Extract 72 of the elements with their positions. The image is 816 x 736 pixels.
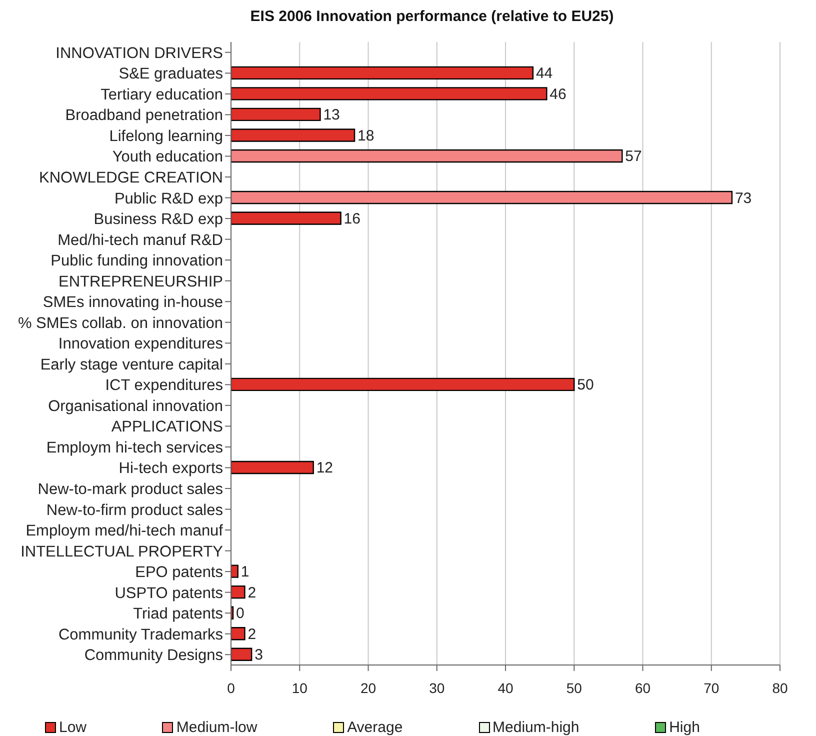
y-tick-label: Employm med/hi-tech manuf <box>26 522 224 540</box>
y-tick-label: Youth education <box>112 148 223 166</box>
x-tick-label: 50 <box>566 680 582 696</box>
y-tick-label: Employm hi-tech services <box>46 439 224 456</box>
bar <box>231 66 534 80</box>
y-tick-label: Community Trademarks <box>58 626 224 644</box>
y-tick-label: Hi-tech exports <box>118 460 224 478</box>
legend-label: Average <box>346 719 403 736</box>
data-label: 12 <box>316 460 334 477</box>
y-tick-label: APPLICATIONS <box>111 418 223 436</box>
y-tick-label: USPTO patents <box>114 584 224 602</box>
bar <box>231 585 246 599</box>
y-tick-label: Organisational innovation <box>48 398 223 415</box>
x-tick-label: 0 <box>227 680 236 696</box>
bar <box>231 108 321 122</box>
x-tick-label: 40 <box>498 680 514 696</box>
x-tick-label: 20 <box>360 680 376 696</box>
data-label: 44 <box>536 65 553 82</box>
legend-label: Medium-high <box>492 719 580 736</box>
bar <box>231 460 314 474</box>
bar <box>231 149 623 163</box>
data-label: 16 <box>344 210 360 228</box>
y-tick-label: INNOVATION DRIVERS <box>56 44 223 62</box>
data-label: 3 <box>254 646 263 664</box>
bar <box>231 190 733 204</box>
bar <box>231 212 342 225</box>
x-tick-label: 70 <box>704 680 720 696</box>
y-tick-label: ENTREPRENEURSHIP <box>58 273 223 290</box>
data-label: 73 <box>734 190 752 207</box>
y-tick-label: New-to-firm product sales <box>46 502 224 519</box>
y-tick-label: KNOWLEDGE CREATION <box>38 169 223 186</box>
x-tick-label: 30 <box>429 680 445 696</box>
y-tick-label: SMEs innovating in-house <box>42 294 223 312</box>
data-label: 2 <box>248 584 256 602</box>
y-tick-label: Community Designs <box>84 647 224 664</box>
data-label: 46 <box>550 86 566 103</box>
y-tick-label: Public funding innovation <box>50 252 223 270</box>
y-tick-label: Early stage venture capital <box>40 356 223 374</box>
x-tick-label: 60 <box>634 680 651 696</box>
y-tick-label: ICT expenditures <box>105 377 224 394</box>
y-tick-label: Innovation expenditures <box>58 336 224 353</box>
x-tick-label: 10 <box>292 680 308 696</box>
data-label: 13 <box>323 106 340 124</box>
bar <box>231 648 252 661</box>
legend-label: Low <box>58 719 87 736</box>
y-tick-label: EPO patents <box>135 564 224 582</box>
y-tick-label: S&E graduates <box>118 66 224 83</box>
x-tick-label: 80 <box>772 680 788 696</box>
bar <box>231 627 246 640</box>
y-tick-label: INTELLECTUAL PROPERTY <box>20 543 223 560</box>
bar <box>231 128 356 142</box>
y-tick-label: New-to-mark product sales <box>38 480 224 498</box>
bar <box>231 87 548 100</box>
bar <box>231 564 238 578</box>
legend-label: High <box>668 719 700 736</box>
y-tick-label: % SMEs collab. on innovation <box>18 314 223 332</box>
data-label: 0 <box>236 605 244 622</box>
data-label: 1 <box>240 564 250 581</box>
data-label: 2 <box>248 626 256 643</box>
y-tick-label: Lifelong learning <box>109 128 223 145</box>
y-tick-label: Triad patents <box>133 606 224 623</box>
legend-label: Medium-low <box>175 719 258 736</box>
data-label: 57 <box>625 148 642 166</box>
y-tick-label: Business R&D exp <box>94 211 223 228</box>
data-label: 18 <box>358 127 374 144</box>
y-tick-label: Public R&D exp <box>114 190 223 208</box>
y-tick-label: Tertiary education <box>100 86 223 104</box>
chart-title: EIS 2006 Innovation performance (relative to EU25) <box>249 8 615 27</box>
data-label: 50 <box>577 376 594 394</box>
bar <box>231 378 575 392</box>
y-tick-label: Med/hi-tech manuf R&D <box>58 232 223 249</box>
y-tick-label: Broadband penetration <box>65 107 223 124</box>
